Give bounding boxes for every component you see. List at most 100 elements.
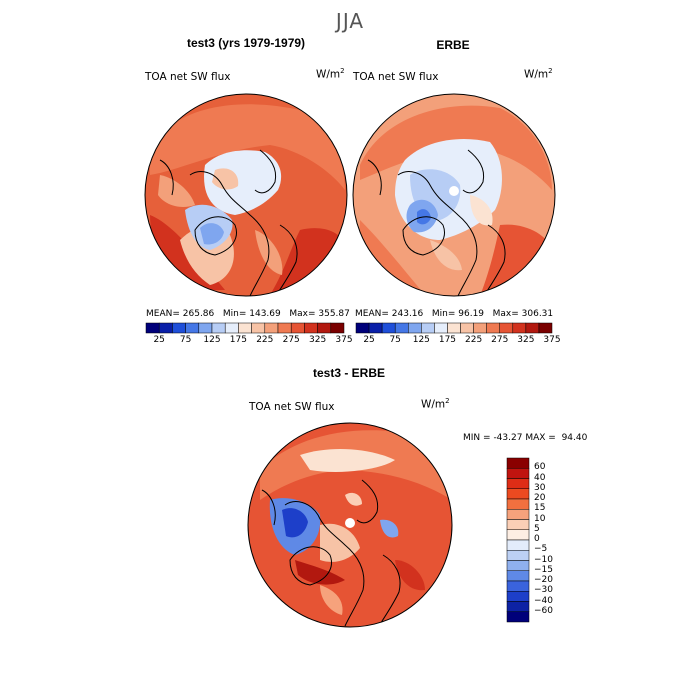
- panel-3-colorbar-swatch: [506, 519, 530, 530]
- panel-3-max-label: MAX =: [525, 433, 556, 443]
- panel-3-colorbar-swatch: [506, 550, 530, 561]
- panel-1-variable-label: TOA net SW flux: [145, 71, 231, 83]
- panel-1-colorbar-tick-label: 25: [153, 335, 165, 345]
- panel-3-colorbar-swatch: [506, 601, 530, 612]
- panel-2-colorbar-swatch: [525, 322, 540, 334]
- panel-1-colorbar-swatch: [277, 322, 292, 334]
- panel-1-colorbar-swatch: [251, 322, 266, 334]
- panel-3-colorbar-swatch: [506, 529, 530, 541]
- panel-1-colorbar-tick-label: 225: [256, 335, 274, 345]
- panel-3-colorbar-tick-label: 0: [534, 534, 540, 544]
- panel-2-stats: MEAN= 243.16 Min= 96.19 Max= 306.31: [355, 309, 553, 319]
- panel-2-colorbar-tick-label: 375: [543, 335, 561, 345]
- panel-3-colorbar-tick-label: 30: [534, 482, 546, 493]
- panel-2-coastlines: [367, 149, 506, 296]
- panel-3-colorbar-tick-label: −40: [534, 595, 553, 606]
- panel-1-max-label: Max=: [289, 309, 316, 319]
- panel-3-colorbar-swatch: [506, 611, 530, 623]
- panel-3-colorbar-tick-label: −10: [534, 554, 553, 565]
- panel-1-map-border: [144, 93, 348, 297]
- panel-2-min-value: 96.19: [458, 309, 485, 319]
- panel-3-colorbar-tick-label: −5: [534, 544, 548, 555]
- panel-1-colorbar-swatch: [211, 322, 226, 334]
- panel-3-colorbar-swatch: [506, 580, 530, 592]
- panel-3-min-value: -43.27: [493, 433, 523, 443]
- panel-3-colorbar-tick-label: −15: [534, 564, 553, 575]
- panel-3-colorbar-tick-label: −60: [534, 605, 553, 616]
- panel-2-colorbar-swatch: [381, 322, 396, 334]
- panel-1-map: [145, 94, 347, 296]
- panel-3-colorbar-tick-label: 40: [534, 472, 546, 483]
- panel-3-min-label: MIN =: [463, 433, 491, 443]
- panel-3-colorbar-swatch: [506, 457, 530, 469]
- panel-2-colorbar-swatch: [486, 322, 500, 334]
- panel-1-colorbar-swatch: [198, 322, 213, 334]
- panel-2-min-label: Min=: [431, 309, 456, 319]
- panel-2-title: ERBE: [436, 38, 470, 52]
- panel-3-title: test3 - ERBE: [312, 366, 386, 380]
- panel-2-colorbar-swatch: [499, 322, 514, 334]
- panel-2-colorbar-swatch: [538, 322, 553, 334]
- panel-2-units: W/m2: [524, 67, 553, 81]
- panel-2-colorbar-tick-label: 25: [363, 335, 375, 345]
- panel-3-colorbar-swatch: [506, 591, 530, 602]
- panel-3-colorbar-tick-label: −30: [534, 585, 553, 596]
- panel-2-mean-label: MEAN=: [355, 309, 389, 319]
- panel-2-max-label: Max=: [492, 309, 519, 319]
- panel-2-colorbar-swatch: [460, 322, 474, 334]
- panel-1-mean-label: MEAN=: [146, 309, 180, 319]
- panel-1-colorbar-swatch: [290, 322, 305, 334]
- panel-1-title: test3 (yrs 1979-1979): [186, 36, 306, 50]
- panel-1-colorbar-swatch: [185, 322, 200, 334]
- panel-3-max-value: 94.40: [561, 433, 588, 443]
- panel-1-colorbar-swatch: [145, 322, 160, 334]
- panel-2-colorbar-swatch: [394, 322, 409, 334]
- panel-2-colorbar-swatch: [447, 322, 461, 334]
- panel-2-max-value: 306.31: [521, 309, 554, 319]
- panel-2-colorbar-tick-label: 175: [438, 335, 457, 345]
- panel-1-colorbar-swatch: [224, 322, 239, 334]
- panel-1-colorbar-swatch: [304, 322, 318, 334]
- panel-3-colorbar-swatch: [506, 478, 530, 489]
- panel-2-colorbar-swatch: [368, 322, 383, 334]
- panel-3-colorbar-swatch: [506, 468, 530, 479]
- panel-1-colorbar-swatch: [172, 322, 186, 334]
- panel-1-colorbar-tick-label: 175: [229, 335, 247, 345]
- panel-2-variable-label: TOA net SW flux: [353, 71, 439, 83]
- panel-1-max-value: 355.87: [318, 309, 350, 319]
- panel-1-colorbar-swatch: [317, 322, 332, 334]
- panel-1-coastlines: [159, 149, 298, 296]
- panel-3-colorbar-tick-label: 60: [534, 462, 546, 473]
- panel-3-colorbar: [506, 457, 530, 623]
- panel-1-stats: MEAN= 265.86 Min= 143.69 Max= 355.87: [146, 309, 350, 319]
- panel-2-colorbar-tick-label: 75: [389, 335, 401, 345]
- panel-3-map-border: [247, 422, 453, 628]
- panel-3-colorbar-tick-label: 10: [534, 513, 546, 524]
- panel-1-colorbar-swatch: [238, 322, 252, 334]
- panel-1-colorbar: [145, 322, 345, 334]
- panel-1-min-label: Min=: [222, 309, 247, 319]
- panel-3-colorbar-swatch: [506, 560, 530, 571]
- panel-2-colorbar-swatch: [408, 322, 422, 334]
- panel-3-colorbar-swatch: [506, 539, 530, 551]
- panel-1-colorbar-tick-label: 125: [203, 335, 221, 345]
- panel-3-colorbar-swatch: [506, 488, 530, 500]
- figure-suptitle: JJA: [335, 9, 365, 33]
- panel-2-colorbar-swatch: [512, 322, 527, 334]
- panel-1-colorbar-tick-label: 325: [309, 335, 327, 345]
- panel-3-stats: MIN = -43.27 MAX = 94.40: [463, 433, 587, 443]
- panel-2-colorbar-tick-label: 125: [412, 335, 430, 345]
- panel-2-colorbar: [355, 322, 553, 334]
- panel-2-mean-value: 243.16: [391, 309, 424, 319]
- panel-3-variable-label: TOA net SW flux: [249, 401, 335, 413]
- panel-2-colorbar-swatch: [473, 322, 487, 334]
- panel-2-colorbar-swatch: [434, 322, 448, 334]
- panel-2-polar-hole: [449, 186, 459, 196]
- panel-1-colorbar-swatch: [264, 322, 279, 334]
- panel-1-units: W/m2: [316, 67, 345, 81]
- panel-1-colorbar-swatch: [158, 322, 173, 334]
- panel-2-map-border: [352, 93, 556, 297]
- panel-1-colorbar-tick-label: 75: [179, 335, 192, 345]
- panel-3-colorbar-tick-label: 20: [534, 493, 546, 503]
